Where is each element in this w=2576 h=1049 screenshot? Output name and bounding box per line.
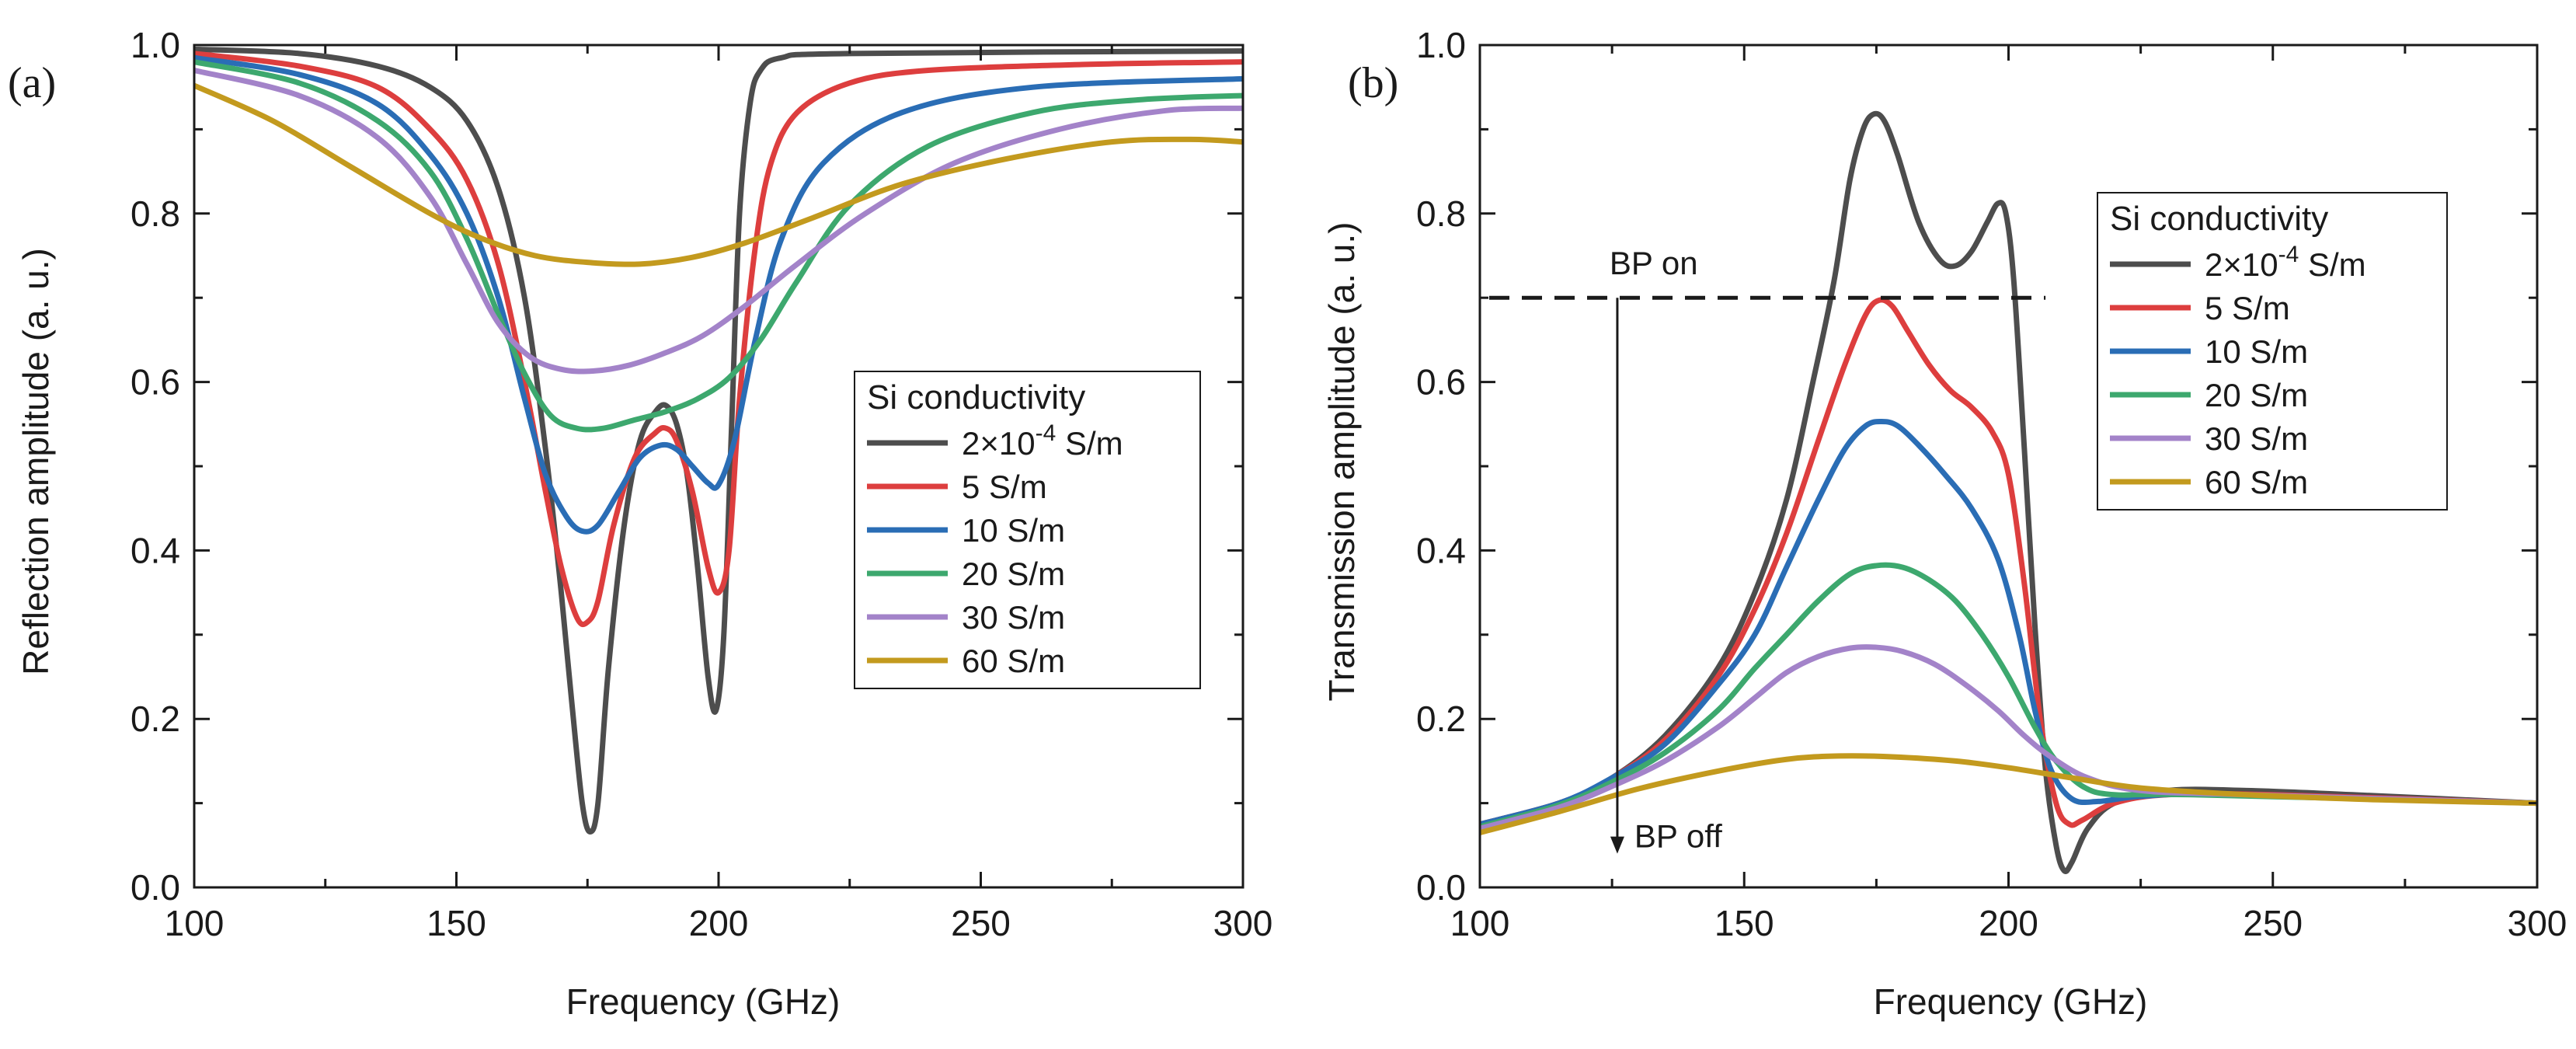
panel-a-x-tick-label: 100 — [165, 903, 225, 943]
panel-a-series-line-3 — [194, 54, 1243, 535]
panel-b-y-axis-title: Transmission amplitude (a. u.) — [1321, 222, 1362, 702]
panel-a-legend-label-4: 20 S/m — [962, 556, 1065, 592]
panel-a-legend-label-unit: S/m — [1056, 425, 1123, 462]
panel-b-legend-label-base: 20 S/m — [2205, 377, 2308, 413]
panel-a-legend-label-5: 30 S/m — [962, 599, 1065, 636]
panel-b-x-tick-label: 100 — [1450, 903, 1510, 943]
panel-b-x-tick-label: 300 — [2508, 903, 2567, 943]
panel-b-legend-label-3: 10 S/m — [2205, 333, 2308, 370]
panel-a-legend-label-base: 2×10 — [962, 425, 1036, 462]
panel-b-bp-off-label: BP off — [1634, 818, 1722, 855]
panel-a-x-tick-label: 200 — [689, 903, 749, 943]
panel-b-y-tick-label: 0.6 — [1416, 362, 1466, 403]
panel-b-legend-label-1: 2×10-4 S/m — [2205, 242, 2366, 283]
panel-b-x-tick-label: 250 — [2243, 903, 2303, 943]
panel-b-x-axis: 100 150 200 250 300 — [1450, 45, 2567, 943]
panel-a-legend-label-6: 60 S/m — [962, 643, 1065, 679]
panel-b-legend-label-4: 20 S/m — [2205, 377, 2308, 413]
panel-b-y-tick-label: 0.2 — [1416, 699, 1466, 739]
panel-a-y-axis: 0.0 0.2 0.4 0.6 0.8 1.0 — [131, 25, 1243, 908]
panel-b-series-line-3 — [1480, 419, 2537, 828]
panel-b-x-tick-label: 200 — [1979, 903, 2038, 943]
panel-a-x-axis: 100 150 200 250 300 — [165, 45, 1273, 943]
panel-b-legend-label-5: 30 S/m — [2205, 420, 2308, 457]
panel-a-legend-label-exponent: -4 — [1036, 420, 1057, 446]
panel-a-series-line-4 — [194, 59, 1243, 433]
panel-b-legend-label-base: 2×10 — [2205, 246, 2278, 283]
panel-a-x-tick-label: 300 — [1213, 903, 1273, 943]
panel-b-x-axis-title: Frequency (GHz) — [1874, 981, 2148, 1022]
panel-a-x-tick-label: 150 — [426, 903, 486, 943]
panel-a-x-tick-label: 250 — [951, 903, 1011, 943]
panel-a-plot-area: 100 150 200 250 300 0.0 0.2 0.4 0.6 0.8 1.0 Si cond… — [131, 25, 1272, 943]
panel-a-series-line-6 — [194, 82, 1243, 267]
panel-a-y-tick-label: 0.2 — [131, 699, 180, 739]
panel-b-series-line-4 — [1480, 562, 2537, 830]
panel-a-legend-label-base: 10 S/m — [962, 512, 1065, 549]
panel-a-y-tick-label: 0.4 — [131, 530, 180, 570]
panel-b-legend-label-base: 10 S/m — [2205, 333, 2308, 370]
panel-a-y-tick-label: 1.0 — [131, 25, 180, 65]
panel-b-series-line-6 — [1480, 753, 2537, 836]
panel-a: (a) 100 150 200 250 300 0.0 0.2 0.4 0.6 0.8 1.0 Si … — [8, 25, 1272, 1022]
panel-b-y-tick-label: 0.0 — [1416, 867, 1466, 908]
panel-b-y-tick-label: 0.8 — [1416, 193, 1466, 234]
panel-a-series-line-5 — [194, 68, 1243, 375]
panel-a-label: (a) — [8, 59, 56, 107]
panel-b-x-tick-label: 150 — [1714, 903, 1774, 943]
panel-a-legend-label-base: 30 S/m — [962, 599, 1065, 636]
panel-a-legend-label-base: 60 S/m — [962, 643, 1065, 679]
panel-b-legend-label-exponent: -4 — [2278, 242, 2299, 267]
panel-b-legend-label-base: 60 S/m — [2205, 464, 2308, 500]
panel-a-series-group — [194, 46, 1243, 835]
panel-a-legend-label-3: 10 S/m — [962, 512, 1065, 549]
panel-a-y-tick-label: 0.8 — [131, 193, 180, 234]
panel-a-legend-label-1: 2×10-4 S/m — [962, 420, 1123, 462]
panel-b-series-line-2 — [1480, 297, 2537, 828]
panel-a-legend-label-base: 5 S/m — [962, 469, 1047, 505]
panel-b-legend-label-base: 5 S/m — [2205, 290, 2290, 326]
panel-a-y-axis-title: Reflection amplitude (a. u.) — [16, 248, 56, 675]
panel-b-legend-label-2: 5 S/m — [2205, 290, 2290, 326]
panel-b-series-group — [1480, 110, 2537, 874]
panel-b-legend-label-base: 30 S/m — [2205, 420, 2308, 457]
panel-b-y-axis: 0.0 0.2 0.4 0.6 0.8 1.0 — [1416, 25, 2537, 908]
panel-a-legend-label-base: 20 S/m — [962, 556, 1065, 592]
panel-b-y-tick-label: 0.4 — [1416, 530, 1466, 570]
panel-b-legend-label-unit: S/m — [2299, 246, 2365, 283]
panel-b-legend-label-6: 60 S/m — [2205, 464, 2308, 500]
panel-a-legend-title: Si conductivity — [867, 378, 1085, 416]
panel-a-legend-label-2: 5 S/m — [962, 469, 1047, 505]
panel-b-label: (b) — [1348, 59, 1398, 107]
panel-b-bp-on-label: BP on — [1610, 245, 1698, 281]
panel-a-y-tick-label: 0.6 — [131, 362, 180, 403]
panel-b-legend-title: Si conductivity — [2110, 200, 2328, 238]
panel-b-series-line-1 — [1480, 110, 2537, 874]
panel-a-y-tick-label: 0.0 — [131, 867, 180, 908]
panel-b-bp-arrow-head — [1610, 836, 1624, 854]
panel-a-x-axis-title: Frequency (GHz) — [566, 981, 841, 1022]
panel-b-y-tick-label: 1.0 — [1416, 25, 1466, 65]
panel-a-series-line-2 — [194, 51, 1243, 628]
panel-a-series-line-1 — [194, 46, 1243, 835]
